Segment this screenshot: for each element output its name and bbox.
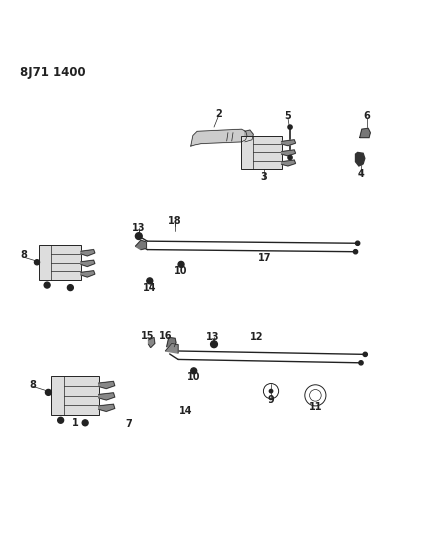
Text: 8: 8 [30,380,37,390]
Circle shape [58,417,64,423]
Text: 10: 10 [174,266,188,276]
Text: 12: 12 [250,333,263,343]
Polygon shape [99,382,115,389]
Text: 7: 7 [125,418,132,429]
Text: 8J71 1400: 8J71 1400 [20,66,85,79]
Circle shape [363,352,367,357]
Text: 13: 13 [132,223,146,233]
Text: 13: 13 [206,333,220,343]
Circle shape [147,278,153,284]
FancyBboxPatch shape [39,245,81,280]
Text: 14: 14 [178,406,192,416]
Text: 17: 17 [258,253,271,263]
Polygon shape [165,343,178,353]
Text: 15: 15 [140,331,154,341]
Polygon shape [81,271,95,277]
Circle shape [178,261,184,268]
Polygon shape [149,337,155,348]
Circle shape [359,361,363,365]
Polygon shape [191,129,247,146]
Polygon shape [282,140,295,146]
Circle shape [82,420,88,426]
Circle shape [191,368,197,374]
Circle shape [288,125,292,129]
Text: 3: 3 [261,172,267,182]
Text: 18: 18 [168,216,182,227]
Polygon shape [166,337,176,347]
Circle shape [35,260,39,265]
Circle shape [354,249,358,254]
Text: 5: 5 [285,111,291,120]
Text: 2: 2 [215,109,222,119]
Circle shape [68,285,73,290]
Polygon shape [360,128,370,138]
Polygon shape [81,249,95,256]
FancyBboxPatch shape [51,376,99,415]
Text: 11: 11 [309,402,322,412]
Circle shape [356,241,360,245]
Text: 9: 9 [268,395,274,406]
Circle shape [45,390,51,395]
Text: 4: 4 [358,169,364,180]
Circle shape [135,233,142,239]
Polygon shape [81,260,95,266]
FancyBboxPatch shape [241,135,282,169]
Text: 14: 14 [143,282,157,293]
Circle shape [269,390,273,393]
Polygon shape [282,150,295,156]
Text: 8: 8 [21,249,27,260]
Polygon shape [245,130,253,142]
Text: 16: 16 [159,331,172,341]
Polygon shape [135,240,146,249]
Text: 1: 1 [72,418,79,428]
Circle shape [211,341,217,348]
Polygon shape [282,160,295,166]
Circle shape [288,156,292,159]
Polygon shape [356,152,365,166]
Text: 10: 10 [187,372,200,382]
Polygon shape [99,393,115,400]
Text: 6: 6 [363,111,370,120]
Circle shape [44,282,50,288]
Polygon shape [99,404,115,411]
